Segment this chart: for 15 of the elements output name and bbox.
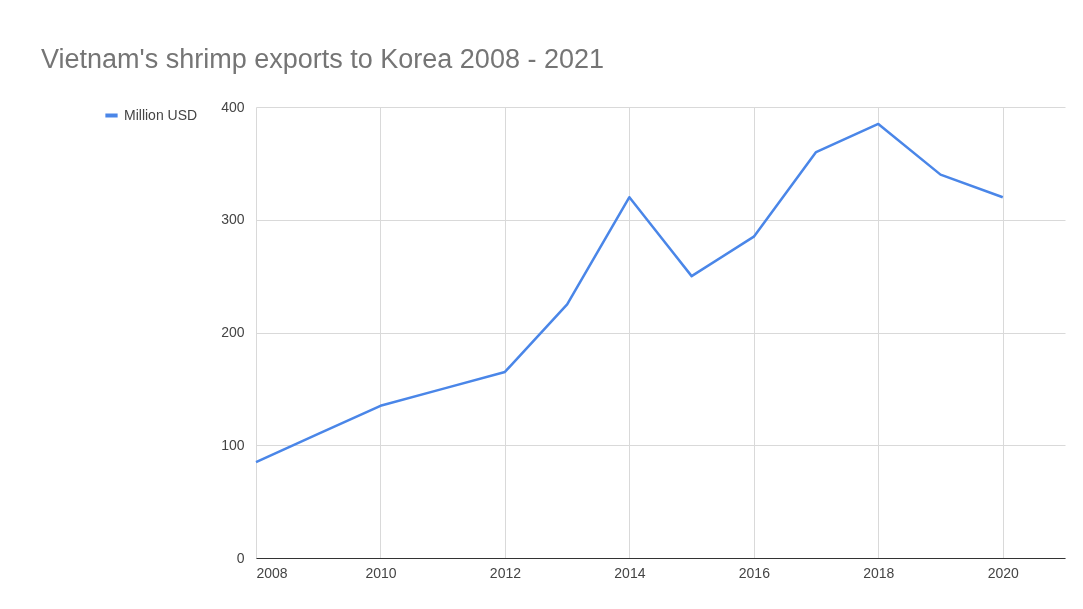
y-tick-label: 100 bbox=[221, 436, 245, 453]
y-tick-label: 200 bbox=[221, 324, 245, 340]
y-tick-label: 0 bbox=[236, 549, 245, 566]
x-tick-label: 2012 bbox=[489, 564, 522, 581]
x-tick-label: 2008 bbox=[256, 564, 288, 581]
x-tick-label: 2016 bbox=[738, 564, 771, 581]
x-tick-label: 2014 bbox=[614, 564, 646, 581]
y-tick-label: 400 bbox=[221, 98, 245, 115]
line-series bbox=[254, 122, 1005, 464]
y-tick-label: 300 bbox=[221, 211, 245, 228]
x-tick-label: 2020 bbox=[987, 564, 1020, 581]
legend-label: Million USD bbox=[124, 106, 198, 123]
chart-title: Vietnam's shrimp exports to Korea 2008 - 2021 bbox=[41, 44, 604, 74]
x-tick-label: 2018 bbox=[863, 564, 895, 581]
x-tick-label: 2010 bbox=[365, 564, 397, 581]
